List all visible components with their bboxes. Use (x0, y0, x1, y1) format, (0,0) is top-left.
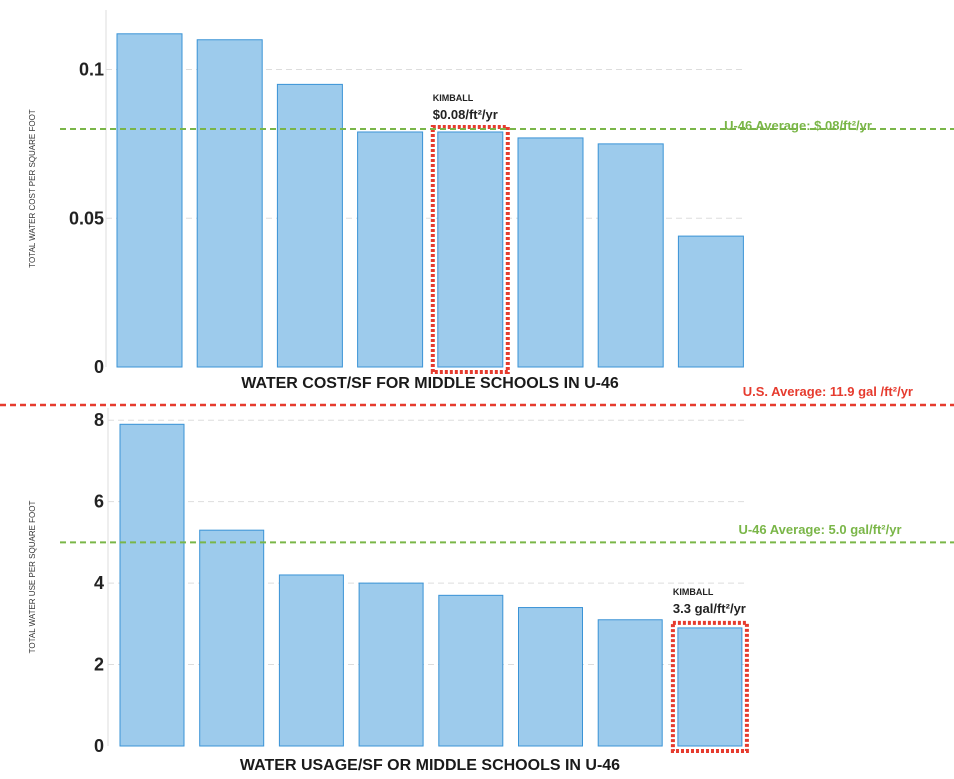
bar (597, 619, 663, 747)
bar (597, 143, 664, 368)
y-tick-label: 0.1 (79, 60, 104, 80)
highlight-name-label: KIMBALL (433, 93, 474, 103)
bar (517, 137, 584, 368)
bar (358, 582, 424, 747)
bar (677, 235, 744, 368)
highlight-box (430, 124, 510, 374)
y-tick-label: 0.05 (69, 208, 104, 228)
bar (199, 529, 265, 747)
bar (278, 574, 344, 747)
y-tick-label: 0 (94, 736, 104, 756)
bar (116, 33, 183, 368)
bar (276, 83, 343, 368)
average-label: U-46 Average: $.08/ft²/yr (724, 118, 872, 133)
us-average-label: U.S. Average: 11.9 gal /ft²/yr (743, 384, 913, 399)
bar (518, 607, 583, 747)
water-usage-chart: 0 2 4 6 8 TOTAL WATER USE PER SQUARE FOOT KIMB… (28, 408, 954, 774)
y-tick-label: 4 (94, 573, 104, 593)
highlight-value-label: 3.3 gal/ft²/yr (673, 601, 746, 616)
y-tick-label: 6 (94, 492, 104, 512)
chart-title: WATER COST/SF FOR MIDDLE SCHOOLS IN U-46 (241, 375, 619, 392)
bar (677, 627, 743, 747)
y-axis-label: TOTAL WATER USE PER SQUARE FOOT (28, 501, 37, 654)
highlight-name-label: KIMBALL (673, 587, 714, 597)
y-tick-label: 0 (94, 357, 104, 377)
bar (437, 131, 504, 368)
average-label: U-46 Average: 5.0 gal/ft²/yr (738, 522, 901, 537)
bar (119, 423, 185, 747)
bar (196, 39, 263, 368)
y-tick-label: 8 (94, 410, 104, 430)
bar (357, 131, 424, 368)
chart-title: WATER USAGE/SF OR MIDDLE SCHOOLS IN U-46 (240, 757, 620, 774)
bar (438, 594, 504, 747)
highlight-value-label: $0.08/ft²/yr (433, 107, 498, 122)
us-average-line: U.S. Average: 11.9 gal /ft²/yr (0, 384, 954, 407)
y-axis-label: TOTAL WATER COST PER SQUARE FOOT (28, 109, 37, 268)
y-tick-label: 2 (94, 655, 104, 675)
water-cost-chart: 0 0.05 0.1 TOTAL WATER COST PER SQUARE FOOT… (28, 10, 954, 392)
highlight-box (670, 620, 749, 754)
